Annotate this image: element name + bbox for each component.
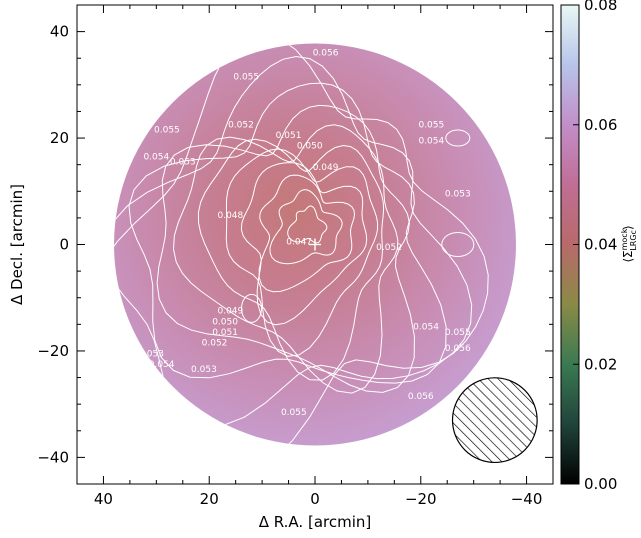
contour-line: [258, 174, 356, 293]
contour-label: 0.052: [228, 120, 254, 130]
contour-label: 0.054: [149, 360, 175, 370]
x-tick-label: 0: [310, 490, 320, 508]
contour-label: 0.049: [313, 163, 339, 173]
peak-marker: [309, 238, 321, 251]
x-tick-label: −20: [405, 490, 437, 508]
contour-labels: 0.0560.0550.0550.0550.0540.0540.0530.052…: [138, 49, 471, 418]
beam-circle: [451, 377, 538, 464]
contour-line: [128, 82, 447, 384]
colorbar-label-main: ⟨Σ: [621, 250, 635, 262]
contour-label: 0.056: [445, 344, 471, 354]
contour-lines: [114, 43, 489, 446]
contour-label: 0.050: [212, 317, 238, 327]
y-tick-label: 0: [59, 236, 69, 254]
y-axis-ticks: 40 20 0 −20 −40: [37, 4, 553, 485]
contour-label: 0.051: [212, 328, 238, 338]
contour-label: 0.055: [154, 126, 180, 136]
contour-label: 0.055: [233, 73, 259, 83]
contour-label: 0.053: [191, 365, 217, 375]
colorbar-tick-label: 0.02: [584, 355, 617, 373]
y-tick-label: −20: [37, 342, 69, 360]
contour-island: [441, 232, 475, 257]
contour-line: [240, 162, 368, 326]
contour-label: 0.055: [281, 408, 307, 418]
contour-label: 0.054: [413, 323, 439, 333]
contour-label: 0.052: [376, 243, 402, 253]
contour-label: 0.056: [408, 392, 434, 402]
colorbar-label-sup: mock: [620, 228, 629, 250]
contour-label: 0.053: [170, 158, 196, 168]
contour-line: [225, 148, 379, 357]
contour-island: [445, 129, 471, 147]
contour-line: [197, 138, 385, 381]
contour-label: 0.055: [445, 328, 471, 338]
colorbar-ticks: 0.00 0.02 0.04 0.06 0.08: [573, 0, 617, 493]
contour-label: 0.053: [138, 349, 164, 359]
contour-label: 0.056: [313, 49, 339, 59]
contour-label: 0.051: [276, 131, 302, 141]
x-tick-label: 40: [94, 490, 113, 508]
contour-island: [145, 97, 167, 115]
y-tick-label: 40: [50, 23, 69, 41]
colorbar-tick-label: 0.00: [584, 475, 617, 493]
contour-label: 0.054: [143, 152, 169, 162]
colorbar-tick-label: 0.06: [584, 116, 617, 134]
contour-line: [287, 205, 328, 244]
contour-line: [114, 43, 489, 446]
x-tick-label: 20: [200, 490, 219, 508]
contour-label: 0.053: [445, 190, 471, 200]
colorbar-label-sub: LRGc: [629, 230, 638, 251]
colorbar-tick-label: 0.08: [584, 0, 617, 14]
contour-label: 0.055: [418, 120, 444, 130]
contour-label: 0.052: [202, 339, 228, 349]
contour-label: 0.047: [286, 238, 312, 248]
x-axis-label: Δ R.A. [arcmin]: [259, 513, 372, 531]
contour-line: [172, 124, 399, 394]
contour-label: 0.049: [217, 307, 243, 317]
colorbar-label-end: ⟩: [621, 225, 635, 230]
contour-island: [241, 293, 263, 323]
contour-label: 0.054: [418, 136, 444, 146]
contour-label: 0.048: [217, 211, 243, 221]
contour-line: [269, 189, 343, 265]
colorbar-tick-label: 0.04: [584, 236, 617, 254]
contour-line: [114, 55, 473, 427]
contour-label: 0.050: [297, 142, 323, 152]
y-tick-label: 20: [50, 129, 69, 147]
colorbar-label: ⟨ΣmockLRGc⟩: [620, 225, 638, 262]
x-tick-label: −40: [511, 490, 543, 508]
y-axis-label: Δ Decl. [arcmin]: [8, 184, 26, 305]
beam-shape: [451, 377, 538, 464]
x-axis-ticks: 40 20 0 −20 −40: [76, 5, 554, 508]
y-tick-label: −40: [37, 448, 69, 466]
